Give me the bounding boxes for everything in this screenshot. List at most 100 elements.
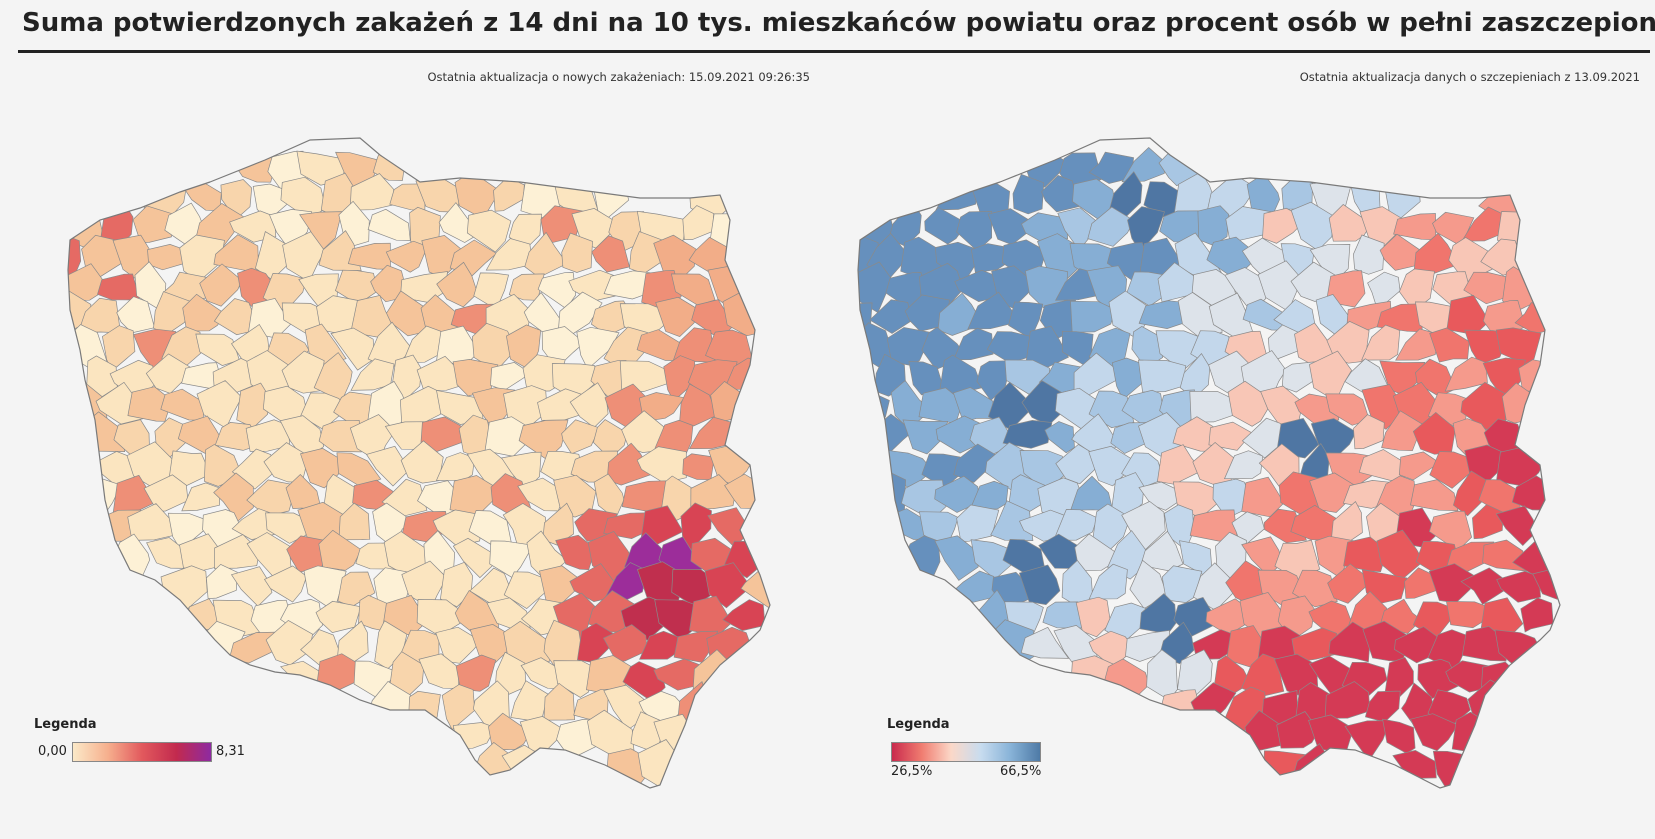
county-region[interactable] xyxy=(1495,505,1538,546)
county-region[interactable] xyxy=(349,173,396,211)
county-region[interactable] xyxy=(1429,327,1470,363)
county-region[interactable] xyxy=(97,273,141,301)
county-region[interactable] xyxy=(1012,173,1045,215)
infections-update-text: Ostatnia aktualizacja o nowych zakażenia… xyxy=(427,70,810,84)
county-region[interactable] xyxy=(1070,475,1114,512)
county-region[interactable] xyxy=(956,504,1000,543)
county-region[interactable] xyxy=(591,235,630,273)
county-region[interactable] xyxy=(1308,714,1354,752)
county-region[interactable] xyxy=(494,651,527,695)
county-region[interactable] xyxy=(400,440,444,484)
county-region[interactable] xyxy=(285,474,322,510)
county-region[interactable] xyxy=(330,327,375,371)
county-region[interactable] xyxy=(570,450,618,483)
infections-legend-max: 8,31 xyxy=(216,744,245,759)
county-region[interactable] xyxy=(1325,393,1370,426)
county-region[interactable] xyxy=(679,383,718,427)
county-region[interactable] xyxy=(440,561,473,608)
county-region[interactable] xyxy=(367,208,411,241)
county-region[interactable] xyxy=(1361,324,1401,361)
county-region[interactable] xyxy=(408,690,441,732)
county-region[interactable] xyxy=(1324,681,1371,719)
county-region[interactable] xyxy=(1189,509,1238,542)
county-region[interactable] xyxy=(1088,151,1134,184)
county-region[interactable] xyxy=(1292,743,1342,782)
county-region[interactable] xyxy=(1520,597,1554,633)
infections-map-svg[interactable] xyxy=(60,120,780,800)
vaccination-map-svg[interactable] xyxy=(850,120,1570,800)
vaccination-legend-max: 66,5% xyxy=(1000,764,1042,779)
county-region[interactable] xyxy=(1075,596,1111,638)
county-region[interactable] xyxy=(1002,420,1053,449)
county-region[interactable] xyxy=(1382,718,1416,754)
county-region[interactable] xyxy=(1020,626,1070,659)
county-region[interactable] xyxy=(542,502,574,546)
county-region[interactable] xyxy=(281,350,325,394)
county-region[interactable] xyxy=(682,205,715,241)
county-region[interactable] xyxy=(436,261,478,308)
county-region[interactable] xyxy=(952,327,994,361)
county-region[interactable] xyxy=(722,599,766,631)
county-region[interactable] xyxy=(561,232,593,273)
county-region[interactable] xyxy=(1018,564,1061,605)
county-region[interactable] xyxy=(370,264,409,303)
county-region[interactable] xyxy=(1353,414,1385,450)
county-region[interactable] xyxy=(508,273,545,301)
county-region[interactable] xyxy=(441,684,476,731)
county-region[interactable] xyxy=(682,453,715,481)
county-region[interactable] xyxy=(672,327,716,363)
county-region[interactable] xyxy=(603,624,648,662)
county-region[interactable] xyxy=(347,242,391,270)
vaccination-update-text: Ostatnia aktualizacja danych o szczepien… xyxy=(1299,70,1640,84)
county-region[interactable] xyxy=(1241,417,1288,459)
county-region[interactable] xyxy=(195,333,240,366)
county-region[interactable] xyxy=(1197,205,1230,246)
county-region[interactable] xyxy=(350,358,395,391)
county-region[interactable] xyxy=(1158,621,1195,665)
county-region[interactable] xyxy=(493,176,525,212)
county-region[interactable] xyxy=(869,299,913,334)
county-region[interactable] xyxy=(1088,563,1128,600)
vaccination-legend-title: Legenda xyxy=(887,717,950,732)
county-region[interactable] xyxy=(952,387,994,423)
county-region[interactable] xyxy=(1353,234,1385,275)
county-region[interactable] xyxy=(213,234,260,274)
county-region[interactable] xyxy=(143,474,189,512)
county-region[interactable] xyxy=(1480,238,1527,276)
county-region[interactable] xyxy=(1044,421,1075,454)
county-region[interactable] xyxy=(653,658,701,691)
county-region[interactable] xyxy=(455,654,497,692)
county-region[interactable] xyxy=(206,563,238,599)
county-region[interactable] xyxy=(874,353,906,397)
county-region[interactable] xyxy=(1393,213,1437,241)
county-region[interactable] xyxy=(181,482,221,512)
county-region[interactable] xyxy=(688,236,738,274)
county-region[interactable] xyxy=(1223,450,1264,480)
title-divider xyxy=(18,50,1650,53)
county-region[interactable] xyxy=(934,475,980,513)
county-region[interactable] xyxy=(1325,270,1366,308)
county-region[interactable] xyxy=(990,500,1034,541)
infections-map[interactable] xyxy=(60,120,780,800)
county-region[interactable] xyxy=(485,238,534,271)
vaccination-map[interactable] xyxy=(850,120,1570,800)
county-region[interactable] xyxy=(1041,174,1080,213)
county-region[interactable] xyxy=(402,325,448,364)
county-region[interactable] xyxy=(902,419,949,455)
county-region[interactable] xyxy=(466,209,512,253)
county-region[interactable] xyxy=(77,297,121,334)
county-region[interactable] xyxy=(969,480,1009,510)
county-region[interactable] xyxy=(908,361,945,396)
county-region[interactable] xyxy=(1410,479,1459,512)
county-region[interactable] xyxy=(935,177,980,211)
county-region[interactable] xyxy=(1392,750,1437,779)
county-region[interactable] xyxy=(1364,690,1401,723)
county-region[interactable] xyxy=(1138,359,1187,393)
county-region[interactable] xyxy=(1291,627,1339,663)
county-region[interactable] xyxy=(338,502,371,541)
county-region[interactable] xyxy=(1432,750,1477,788)
county-region[interactable] xyxy=(606,442,653,486)
county-region[interactable] xyxy=(543,682,576,721)
county-region[interactable] xyxy=(213,298,260,336)
